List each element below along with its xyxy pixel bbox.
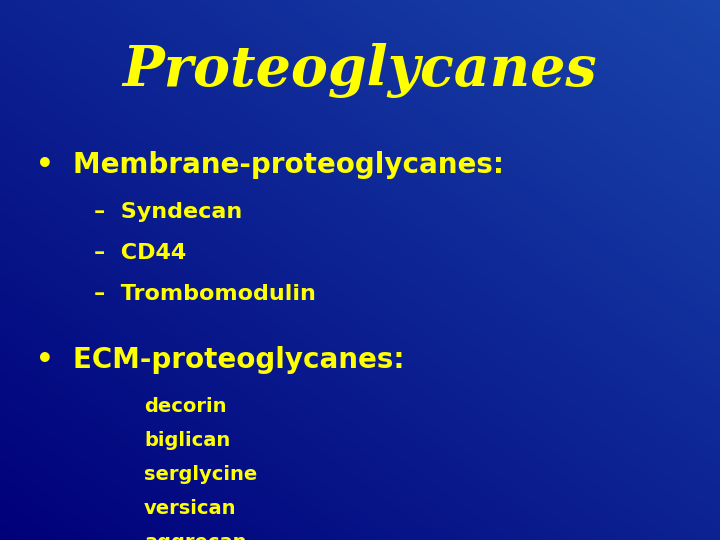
Text: Proteoglycanes: Proteoglycanes [122,43,598,98]
Text: •  ECM-proteoglycanes:: • ECM-proteoglycanes: [36,346,405,374]
Text: versican: versican [144,499,236,518]
Text: –  Syndecan: – Syndecan [94,202,242,222]
Text: biglican: biglican [144,431,230,450]
Text: serglycine: serglycine [144,465,257,484]
Text: –  CD44: – CD44 [94,243,186,263]
Text: decorin: decorin [144,397,227,416]
Text: –  Trombomodulin: – Trombomodulin [94,284,315,303]
Text: aggrecan: aggrecan [144,533,246,540]
Text: •  Membrane-proteoglycanes:: • Membrane-proteoglycanes: [36,151,504,179]
